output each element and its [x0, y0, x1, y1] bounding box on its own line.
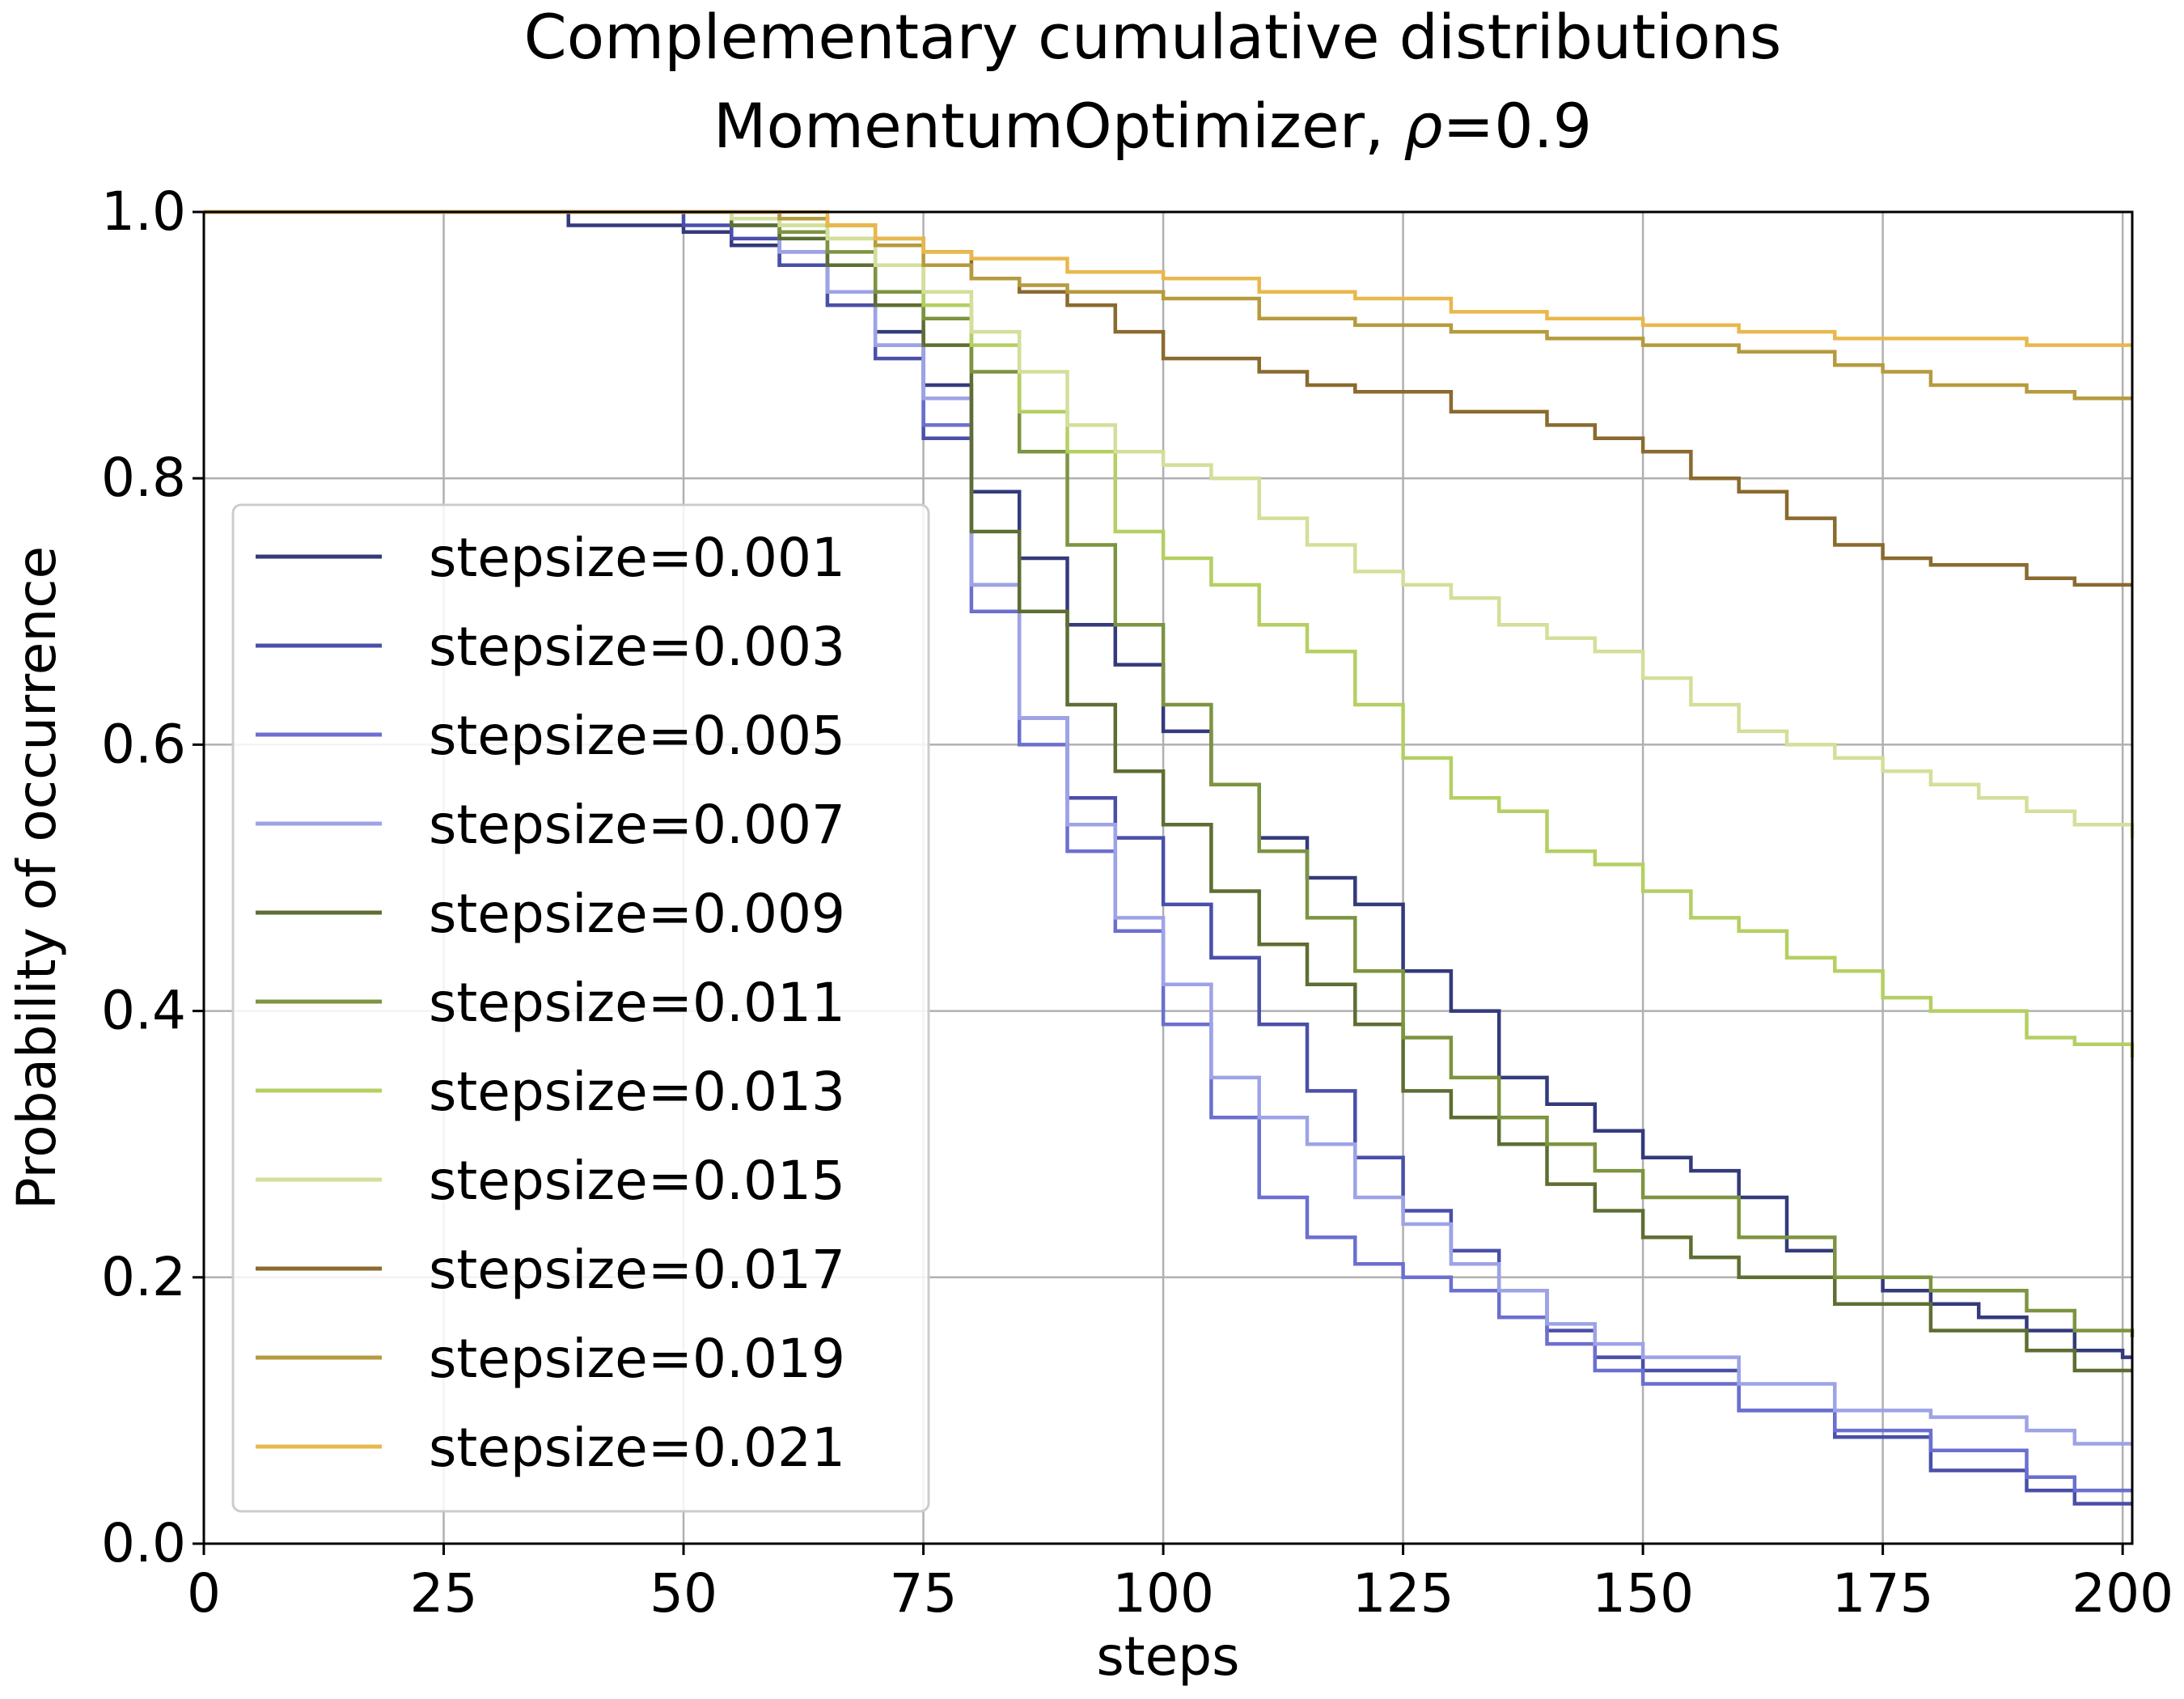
series-line-0021	[204, 210, 2132, 347]
x-tick-label: 50	[650, 1562, 717, 1625]
y-tick-label: 1.0	[101, 180, 186, 243]
legend: stepsize=0.001 stepsize=0.003 stepsize=0.0…	[231, 503, 930, 1513]
y-tick-label: 0.2	[101, 1246, 186, 1308]
legend-label: stepsize=0.007	[429, 794, 845, 856]
x-tick-label: 25	[410, 1562, 478, 1625]
chart-title: Complementary cumulative distributions	[524, 1, 1782, 73]
legend-label: stepsize=0.003	[429, 616, 845, 678]
legend-label: stepsize=0.013	[429, 1061, 845, 1123]
x-tick-label: 150	[1592, 1562, 1694, 1625]
x-tick-label: 0	[187, 1562, 221, 1625]
series-line-0009	[204, 210, 2132, 1373]
y-tick-label: 0.8	[101, 447, 186, 509]
x-tick-label: 125	[1352, 1562, 1454, 1625]
legend-label: stepsize=0.011	[429, 972, 845, 1034]
plot-area-frame	[202, 210, 2134, 1545]
x-tick-label: 175	[1832, 1562, 1934, 1625]
x-tick-label: 100	[1112, 1562, 1214, 1625]
legend-label: stepsize=0.017	[429, 1239, 845, 1301]
series-line-0015	[204, 210, 2135, 838]
y-tick-label: 0.0	[101, 1512, 186, 1574]
series-line-0019	[204, 210, 2132, 400]
legend-label: stepsize=0.001	[429, 527, 845, 589]
legend-label: stepsize=0.019	[429, 1328, 845, 1390]
legend-label: stepsize=0.015	[429, 1150, 845, 1212]
axis-ticks: 0 25 50 75 100 125 150 175 200 0.0 0.2 0.4 0.6 0.8 1.0	[101, 180, 2173, 1625]
y-axis-label: Probability of occurrence	[6, 546, 68, 1210]
x-axis-label: steps	[1096, 1625, 1239, 1688]
legend-label: stepsize=0.005	[429, 705, 845, 767]
legend-frame	[231, 503, 930, 1513]
chart-subtitle: MomentumOptimizer, ρ=0.9	[713, 90, 1592, 162]
x-tick-label: 75	[890, 1562, 958, 1625]
x-tick-label: 200	[2072, 1562, 2173, 1625]
series-line-0011	[204, 210, 2135, 1337]
y-tick-label: 0.6	[101, 713, 186, 775]
series-lines	[204, 210, 2135, 1506]
legend-label: stepsize=0.009	[429, 883, 845, 945]
legend-label: stepsize=0.021	[429, 1417, 845, 1479]
series-line-0007	[204, 210, 2132, 1446]
y-tick-label: 0.4	[101, 980, 186, 1042]
